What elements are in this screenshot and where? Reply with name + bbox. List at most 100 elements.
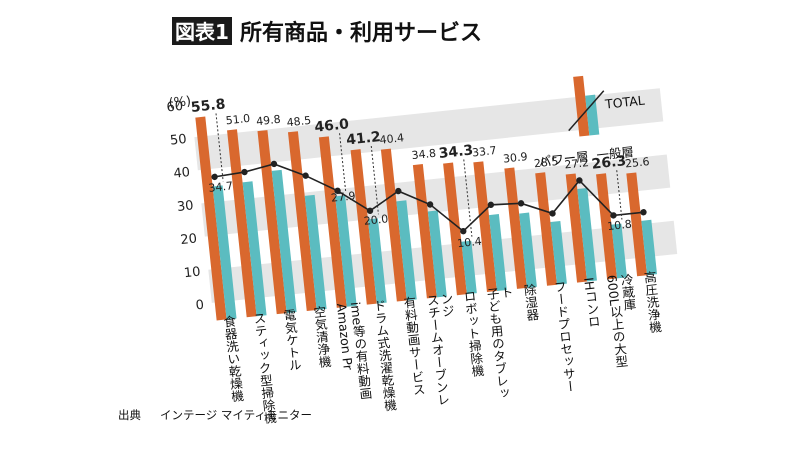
bar-general bbox=[242, 181, 267, 317]
total-point bbox=[517, 200, 525, 207]
y-tick-label: 60 bbox=[166, 99, 184, 116]
bar-general bbox=[396, 200, 417, 301]
value-label-power: 27.2 bbox=[564, 156, 590, 171]
value-label-general: 10.4 bbox=[457, 235, 483, 250]
y-tick-label: 40 bbox=[173, 165, 191, 182]
leader-line bbox=[463, 159, 473, 237]
total-point bbox=[395, 187, 402, 195]
bar-general bbox=[519, 212, 537, 288]
bar-power bbox=[412, 164, 437, 299]
bar-power bbox=[287, 131, 317, 311]
bars bbox=[195, 116, 658, 321]
bar-power bbox=[350, 149, 377, 305]
y-unit-label: (%) bbox=[168, 94, 192, 111]
value-label-power: 28.5 bbox=[533, 155, 559, 170]
category-label: フードプロセッサー bbox=[551, 280, 578, 393]
bar-general bbox=[550, 220, 567, 285]
total-point bbox=[610, 212, 617, 219]
value-label-power: 33.7 bbox=[471, 144, 497, 159]
bar-general bbox=[212, 185, 237, 320]
category-label: ロボット掃除機 bbox=[461, 289, 485, 378]
value-label-power: 49.8 bbox=[256, 113, 282, 128]
chart-title: 所有商品・利用サービス bbox=[240, 20, 482, 46]
source-prefix: 出典 bbox=[118, 408, 141, 422]
total-point bbox=[211, 173, 218, 181]
bar-general bbox=[641, 219, 658, 276]
bar-general bbox=[304, 194, 327, 310]
bar-general bbox=[335, 195, 357, 307]
legend-total-label: TOTAL bbox=[603, 93, 645, 112]
category-label: 高圧洗浄機 bbox=[641, 269, 663, 334]
category-label: 電気ケトル bbox=[281, 308, 302, 372]
bar-general bbox=[577, 187, 597, 282]
category-label: 除湿器 bbox=[521, 282, 540, 322]
category-label: 食器洗い乾燥機 bbox=[221, 313, 245, 403]
value-label-power: 48.5 bbox=[286, 114, 312, 129]
bar-general bbox=[611, 223, 627, 279]
value-label-power: 26.3 bbox=[591, 153, 627, 173]
value-label-power: 25.6 bbox=[624, 155, 650, 170]
y-tick-label: 30 bbox=[176, 198, 194, 215]
legend-general-swatch bbox=[585, 94, 600, 136]
leader-lines bbox=[215, 113, 623, 237]
category-label: ト bbox=[498, 285, 514, 299]
value-label-general: 20.0 bbox=[363, 212, 389, 227]
value-label-power: 40.4 bbox=[379, 131, 405, 146]
category-label: IHコンロ bbox=[581, 277, 601, 329]
bar-general bbox=[271, 169, 297, 314]
value-label-power: 55.8 bbox=[190, 96, 226, 116]
category-label: ドラム式洗濯乾燥機 bbox=[371, 299, 398, 412]
bar-general bbox=[367, 218, 387, 304]
y-tick-label: 50 bbox=[169, 132, 187, 149]
bar-power bbox=[535, 172, 557, 286]
bar-power bbox=[443, 162, 467, 296]
total-point bbox=[549, 210, 556, 217]
bar-power bbox=[565, 173, 588, 283]
bar-general bbox=[488, 214, 507, 292]
total-point bbox=[640, 209, 647, 216]
y-tick-label: 0 bbox=[195, 298, 205, 314]
total-point bbox=[241, 168, 248, 176]
bar-power bbox=[318, 136, 347, 308]
value-label-power: 46.0 bbox=[314, 116, 350, 136]
total-point bbox=[334, 187, 341, 194]
total-point bbox=[576, 177, 583, 184]
category-label: 冷蔵庫 bbox=[618, 273, 637, 312]
value-label-power: 41.2 bbox=[345, 129, 381, 149]
bar-power bbox=[596, 173, 618, 280]
value-label-general: 27.9 bbox=[330, 189, 356, 204]
legend-general-label: 一般層 bbox=[596, 144, 635, 163]
grid-band bbox=[194, 88, 664, 171]
title-badge-text: 図表1 bbox=[175, 20, 229, 44]
bar-power bbox=[626, 172, 648, 277]
total-point bbox=[426, 201, 434, 208]
source-note: 出典 インテージ マイティモニター bbox=[118, 408, 312, 422]
bar-power bbox=[257, 130, 287, 315]
bar-general bbox=[427, 210, 447, 298]
total-point bbox=[460, 227, 467, 235]
value-label-general: 34.7 bbox=[208, 179, 234, 194]
bar-power bbox=[504, 167, 527, 289]
bar-general bbox=[461, 240, 477, 295]
value-labels: 55.8 34.7 51.0 49.8 48.5 46.0 27.9 41.2 20.0 40.4… bbox=[190, 96, 650, 250]
leader-line bbox=[616, 170, 623, 220]
legend-power-swatch bbox=[573, 75, 590, 137]
legend: TOTAL パワー層 一般層 bbox=[538, 75, 645, 169]
value-label-power: 34.3 bbox=[438, 142, 474, 162]
title-badge bbox=[172, 17, 232, 45]
y-axis: (%) 0 10 20 30 40 50 60 bbox=[166, 94, 205, 314]
grid-band bbox=[201, 154, 671, 237]
value-label-power: 30.9 bbox=[502, 150, 528, 165]
y-tick-label: 10 bbox=[183, 265, 201, 282]
category-label: 空気清浄機 bbox=[311, 305, 332, 369]
bar-power bbox=[380, 148, 407, 302]
legend-power-label: パワー層 bbox=[538, 149, 589, 169]
bar-power bbox=[195, 116, 227, 321]
category-label: Amazon Pr bbox=[334, 303, 356, 372]
category-label: 子ども用のタブレッ bbox=[484, 287, 511, 400]
legend-total-stroke bbox=[568, 90, 605, 132]
leader-line bbox=[215, 113, 224, 182]
bar-power bbox=[473, 161, 497, 293]
category-label: ンジ bbox=[438, 292, 456, 318]
